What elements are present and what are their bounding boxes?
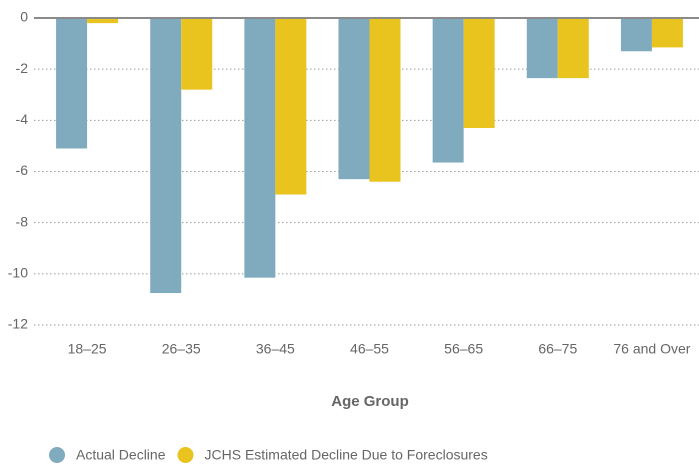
legend-label: JCHS Estimated Decline Due to Foreclosur…: [205, 447, 488, 463]
legend-label: Actual Decline: [76, 447, 166, 463]
x-tick-label: 56–65: [444, 341, 483, 357]
y-tick-label: -12: [8, 316, 28, 332]
bar: [369, 18, 401, 182]
x-tick-label: 46–55: [350, 341, 389, 357]
x-tick-label: 66–75: [538, 341, 577, 357]
bar: [432, 18, 464, 163]
bar: [87, 18, 119, 24]
y-tick-label: 0: [20, 9, 28, 25]
y-tick-label: -10: [8, 265, 28, 281]
bar: [620, 18, 652, 52]
bar: [651, 18, 683, 48]
bar: [275, 18, 307, 195]
x-tick-label: 36–45: [256, 341, 295, 357]
y-tick-label: -2: [16, 60, 29, 76]
x-tick-label: 18–25: [68, 341, 107, 357]
bar: [56, 18, 88, 149]
bar: [338, 18, 370, 180]
legend-swatch: [177, 447, 194, 463]
x-axis-label: Age Group: [331, 393, 409, 410]
bar: [244, 18, 276, 278]
y-tick-label: -6: [16, 162, 29, 178]
bar: [526, 18, 558, 79]
x-tick-label: 76 and Over: [613, 341, 690, 357]
y-tick-label: -4: [16, 111, 29, 127]
bar: [463, 18, 495, 129]
bar: [557, 18, 589, 79]
y-tick-label: -8: [16, 213, 29, 229]
bar: [181, 18, 213, 90]
legend-swatch: [49, 447, 65, 463]
bar: [150, 18, 182, 294]
x-tick-label: 26–35: [162, 341, 201, 357]
